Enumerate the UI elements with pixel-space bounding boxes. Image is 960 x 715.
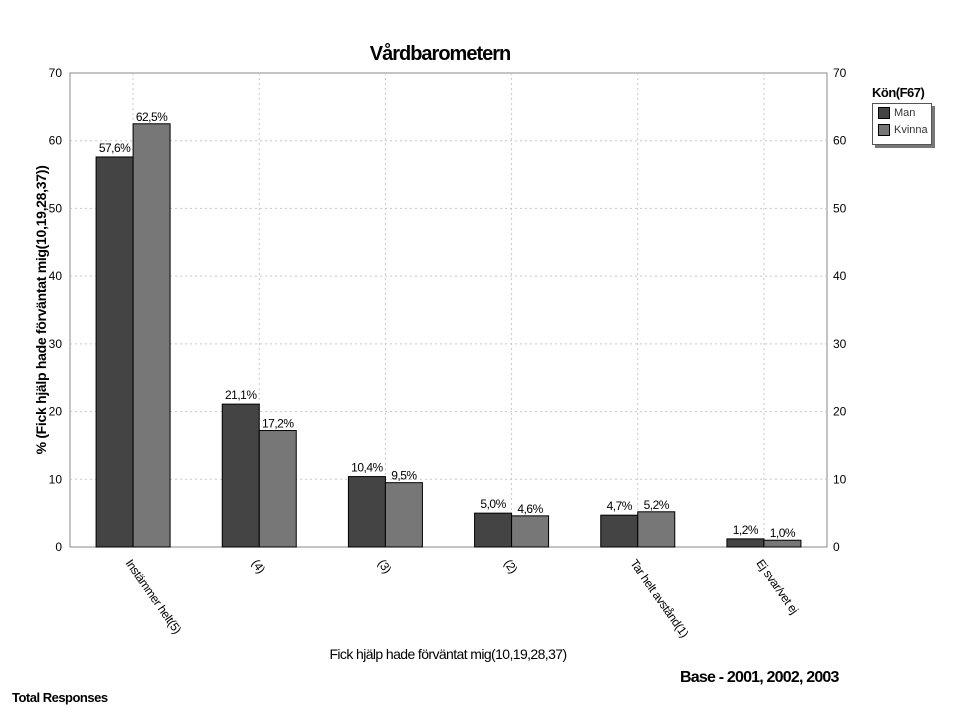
bar-kvinna bbox=[384, 482, 423, 548]
bar-kvinna bbox=[763, 539, 802, 548]
bar-man bbox=[474, 512, 513, 548]
data-label-kvinna: 9,5% bbox=[391, 469, 417, 483]
bar-man bbox=[95, 156, 134, 548]
y-tick-label-right: 0 bbox=[833, 540, 840, 554]
data-label-kvinna: 4,6% bbox=[517, 502, 543, 516]
y-tick-label-left: 0 bbox=[55, 540, 62, 554]
data-label-kvinna: 5,2% bbox=[644, 498, 670, 512]
chart-title: Vårdbarometern bbox=[370, 42, 511, 65]
legend-item-man: Man bbox=[873, 104, 931, 121]
y-tick-label-right: 60 bbox=[833, 134, 847, 148]
x-axis-label: Fick hjälp hade förväntat mig(10,19,28,3… bbox=[329, 646, 566, 662]
bar-man bbox=[347, 476, 386, 548]
y-tick-label-right: 30 bbox=[833, 337, 847, 351]
y-tick-label-right: 10 bbox=[833, 472, 847, 486]
bar-kvinna bbox=[258, 430, 297, 548]
y-tick-label-left: 10 bbox=[49, 472, 63, 486]
y-tick-label-right: 40 bbox=[833, 269, 847, 283]
y-tick-label-right: 50 bbox=[833, 201, 847, 215]
legend-item-kvinna: Kvinna bbox=[873, 121, 931, 138]
y-axis-label: % (Fick hjälp hade förväntat mig(10,19,2… bbox=[33, 166, 49, 455]
y-tick-label-left: 60 bbox=[49, 134, 63, 148]
y-tick-label-left: 40 bbox=[49, 269, 63, 283]
y-tick-label-right: 70 bbox=[833, 66, 847, 80]
data-label-kvinna: 17,2% bbox=[262, 417, 294, 431]
data-label-man: 5,0% bbox=[480, 497, 506, 511]
data-label-man: 1,2% bbox=[733, 523, 759, 537]
legend-label-kvinna: Kvinna bbox=[894, 123, 928, 136]
data-label-man: 4,7% bbox=[607, 499, 633, 513]
bar-man bbox=[600, 514, 639, 548]
legend-swatch-man bbox=[878, 106, 890, 119]
data-label-man: 57,6% bbox=[99, 141, 131, 155]
y-tick-label-left: 50 bbox=[49, 201, 63, 215]
data-label-kvinna: 62,5% bbox=[136, 110, 168, 124]
y-tick-label-left: 20 bbox=[49, 405, 63, 419]
legend: Man Kvinna bbox=[872, 103, 932, 145]
bar-man bbox=[726, 538, 765, 548]
bar-kvinna bbox=[637, 511, 676, 548]
legend-swatch-kvinna bbox=[878, 123, 890, 136]
y-tick-label-right: 20 bbox=[833, 405, 847, 419]
y-tick-label-left: 70 bbox=[49, 66, 63, 80]
data-label-kvinna: 1,0% bbox=[770, 526, 796, 540]
footer-base: Base - 2001, 2002, 2003 bbox=[680, 669, 839, 686]
bar-kvinna bbox=[511, 515, 550, 548]
data-label-man: 10,4% bbox=[351, 461, 383, 475]
legend-label-man: Man bbox=[894, 106, 916, 119]
legend-title: Kön(F67) bbox=[872, 85, 925, 100]
plot-frame bbox=[69, 72, 828, 548]
footer-total-responses: Total Responses bbox=[12, 690, 108, 705]
y-tick-label-left: 30 bbox=[49, 337, 63, 351]
data-label-man: 21,1% bbox=[225, 388, 257, 402]
bar-kvinna bbox=[132, 123, 171, 548]
bar-man bbox=[221, 403, 260, 548]
